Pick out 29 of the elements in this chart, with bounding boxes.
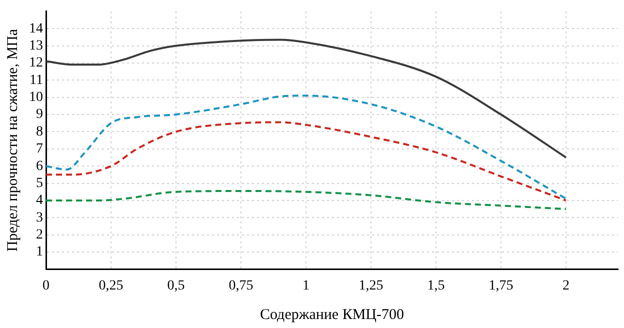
x-tick-label: 0,75 <box>228 278 254 294</box>
y-tick-label: 1 <box>36 244 43 260</box>
y-tick-label: 8 <box>36 124 43 140</box>
y-tick-label: 10 <box>29 90 43 106</box>
line-series <box>46 121 567 202</box>
y-tick-label: 6 <box>36 158 43 174</box>
y-tick-label: 9 <box>36 107 43 122</box>
y-tick-label: 5 <box>36 176 43 191</box>
y-tick-label: 4 <box>36 193 43 208</box>
y-axis-title: Предел прочности на сжатие, МПа <box>4 28 21 252</box>
x-tick-label: 0,5 <box>167 278 185 294</box>
y-tick-label: 12 <box>29 56 43 71</box>
line-series <box>46 94 567 200</box>
x-axis-title: Содержание КМЦ-700 <box>260 306 404 323</box>
x-tick-label: 0 <box>42 278 50 294</box>
y-tick-label: 14 <box>29 21 43 36</box>
y-tick-label: 3 <box>36 210 43 226</box>
x-tick-label: 1,25 <box>358 278 384 294</box>
line-series <box>46 38 567 158</box>
x-tick-label: 1 <box>302 278 310 294</box>
x-tick-label: 2 <box>562 278 570 294</box>
line-series <box>46 190 567 210</box>
y-tick-label: 2 <box>36 228 43 242</box>
x-tick-label: 0,25 <box>98 278 124 294</box>
x-tick-label: 1,75 <box>488 278 514 294</box>
y-tick-label: 7 <box>36 142 43 157</box>
y-tick-label: 13 <box>29 38 43 54</box>
y-tick-label: 11 <box>30 72 43 88</box>
x-tick-label: 1,5 <box>427 278 445 294</box>
